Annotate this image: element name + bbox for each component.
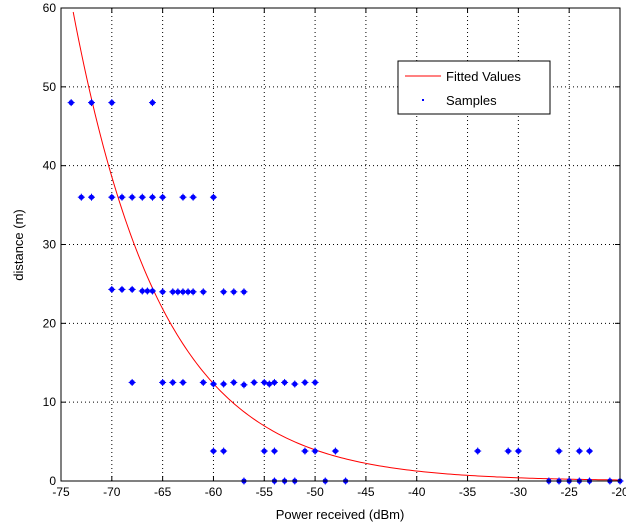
sample-point	[260, 447, 268, 455]
x-tick-label: -70	[103, 485, 121, 499]
sample-point	[230, 288, 238, 296]
sample-point	[220, 447, 228, 455]
x-axis-ticks: -75 -70 -65 -60 -55 -50 -45 -40 -35 -30 -25 -20	[52, 8, 626, 499]
x-tick-label: -40	[408, 485, 426, 499]
sample-point	[331, 447, 339, 455]
y-tick-label: 40	[43, 159, 57, 173]
sample-point	[301, 378, 309, 386]
legend-samples-label: Samples	[446, 93, 497, 108]
x-tick-label: -60	[205, 485, 223, 499]
x-tick-label: -45	[357, 485, 375, 499]
fitted-values-layer	[72, 11, 621, 481]
sample-point	[474, 447, 482, 455]
y-axis-ticks: 0 10 20 30 40 50 60	[43, 1, 620, 488]
y-tick-label: 50	[43, 80, 57, 94]
sample-point	[311, 378, 319, 386]
sample-point	[118, 193, 126, 201]
sample-point	[169, 378, 177, 386]
sample-point	[220, 288, 228, 296]
y-tick-label: 0	[49, 474, 56, 488]
grid	[61, 8, 620, 481]
sample-point	[179, 193, 187, 201]
sample-point	[265, 380, 273, 388]
sample-point	[67, 99, 75, 107]
legend-samples-swatch	[422, 99, 424, 101]
sample-point	[128, 285, 136, 293]
sample-point	[87, 99, 95, 107]
sample-point	[240, 288, 248, 296]
sample-point	[230, 378, 238, 386]
sample-point	[311, 447, 319, 455]
x-tick-label: -30	[510, 485, 528, 499]
fitted-values-line	[72, 11, 621, 481]
sample-point	[138, 193, 146, 201]
sample-point	[291, 380, 299, 388]
sample-point	[108, 99, 116, 107]
legend-fit-label: Fitted Values	[446, 69, 521, 84]
sample-point	[575, 447, 583, 455]
y-axis-label: distance (m)	[11, 209, 26, 281]
x-axis-label: Power received (dBm)	[276, 507, 405, 522]
plot-frame	[60, 7, 621, 482]
sample-point	[260, 378, 268, 386]
sample-point	[189, 193, 197, 201]
sample-point	[270, 378, 278, 386]
sample-point	[586, 447, 594, 455]
sample-point	[281, 378, 289, 386]
sample-point	[128, 378, 136, 386]
x-tick-label: -50	[306, 485, 324, 499]
sample-point	[555, 447, 563, 455]
x-tick-label: -55	[256, 485, 274, 499]
sample-point	[77, 193, 85, 201]
y-tick-label: 60	[43, 1, 57, 15]
x-tick-label: -65	[154, 485, 172, 499]
sample-point	[118, 285, 126, 293]
sample-point	[199, 378, 207, 386]
sample-point	[504, 447, 512, 455]
sample-point	[179, 288, 187, 296]
sample-point	[270, 447, 278, 455]
y-tick-label: 10	[43, 395, 57, 409]
sample-point	[189, 288, 197, 296]
sample-point	[209, 447, 217, 455]
sample-point	[301, 447, 309, 455]
sample-point	[159, 193, 167, 201]
legend: Fitted Values Samples	[397, 60, 551, 115]
sample-point	[179, 378, 187, 386]
legend-box	[397, 60, 551, 115]
sample-point	[148, 287, 156, 295]
x-tick-label: -75	[52, 485, 70, 499]
x-tick-label: -20	[611, 485, 626, 499]
sample-point	[159, 288, 167, 296]
sample-point	[148, 99, 156, 107]
sample-point	[108, 193, 116, 201]
x-tick-label: -35	[459, 485, 477, 499]
sample-point	[148, 193, 156, 201]
sample-point	[514, 447, 522, 455]
y-tick-label: 30	[43, 238, 57, 252]
x-tick-label: -25	[561, 485, 579, 499]
sample-point	[108, 285, 116, 293]
y-tick-label: 20	[43, 316, 57, 330]
sample-point	[159, 378, 167, 386]
sample-point	[250, 378, 258, 386]
sample-point	[87, 193, 95, 201]
sample-point	[220, 380, 228, 388]
sample-point	[209, 193, 217, 201]
sample-point	[199, 288, 207, 296]
sample-point	[209, 380, 217, 388]
sample-point	[128, 193, 136, 201]
sample-point	[240, 381, 248, 389]
